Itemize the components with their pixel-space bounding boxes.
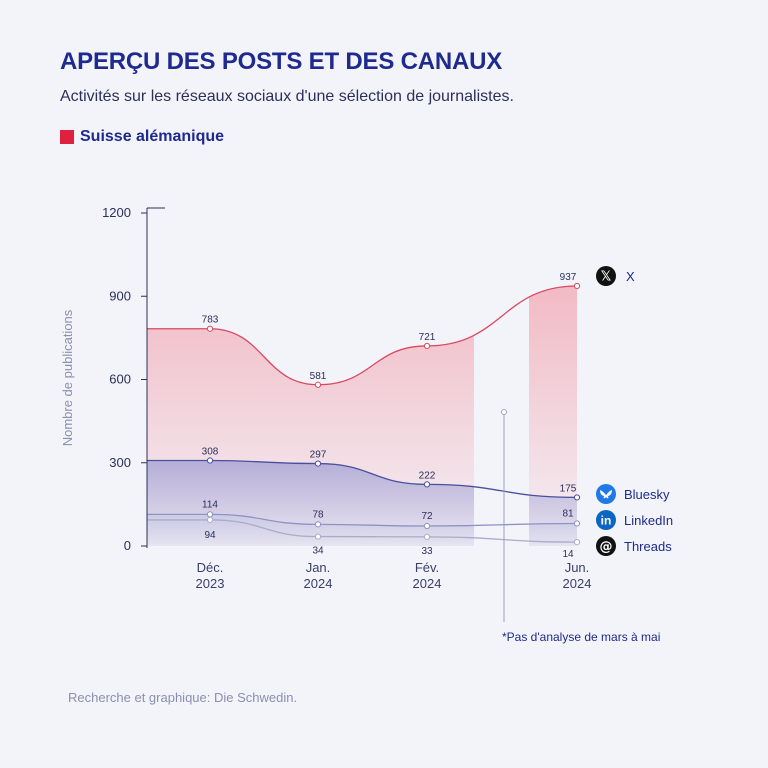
- data-label-linkedin: 78: [312, 509, 324, 520]
- linkedin-icon-glyph: in: [601, 514, 612, 528]
- data-label-threads: 14: [562, 549, 574, 560]
- series-name-linkedin: LinkedIn: [624, 513, 673, 528]
- y-tick-label: 900: [109, 288, 131, 303]
- series-legend-bluesky: Bluesky: [596, 484, 670, 504]
- data-point-x: [206, 325, 214, 332]
- data-label-linkedin: 81: [562, 509, 574, 520]
- linkedin-icon: [596, 510, 616, 530]
- line-threads: [147, 519, 578, 543]
- data-point-bluesky: [206, 457, 214, 464]
- threads-icon-glyph: @: [600, 540, 613, 555]
- data-point-linkedin: [206, 511, 214, 518]
- data-point-bluesky: [573, 494, 581, 501]
- data-point-linkedin: [573, 520, 581, 527]
- series-legend-linkedin: in LinkedIn: [596, 510, 673, 530]
- line-bluesky: [147, 459, 578, 499]
- x-icon: [596, 266, 616, 286]
- x-tick-label: Fév.: [415, 560, 439, 575]
- series-legend-threads: @ Threads: [596, 536, 672, 556]
- y-tick-label: 600: [109, 372, 131, 387]
- data-point-threads: [423, 533, 431, 540]
- y-tick-label: 1200: [102, 205, 131, 220]
- data-label-threads: 34: [312, 546, 324, 557]
- data-label-threads: 33: [421, 546, 433, 557]
- x-tick-label: 2023: [196, 576, 225, 591]
- bluesky-icon-butterfly: [600, 490, 612, 499]
- data-label-bluesky: 175: [560, 483, 577, 494]
- data-point-linkedin: [314, 521, 322, 528]
- data-label-bluesky: 297: [310, 450, 327, 461]
- gap-note: *Pas d'analyse de mars à mai: [502, 630, 660, 644]
- data-label-linkedin: 114: [202, 499, 218, 510]
- y-tick-label: 300: [109, 455, 131, 470]
- y-tick-label: 0: [124, 538, 131, 553]
- chart-subtitle: Activités sur les réseaux sociaux d'une …: [60, 88, 514, 105]
- data-point-threads: [206, 516, 214, 524]
- x-icon-glyph: 𝕏: [601, 270, 612, 285]
- gap-marker-dot: [501, 409, 507, 415]
- threads-icon: [596, 536, 616, 556]
- data-label-linkedin: 72: [421, 511, 433, 522]
- series-name-bluesky: Bluesky: [624, 487, 670, 502]
- x-tick-label: 2024: [563, 576, 592, 591]
- data-label-x: 581: [310, 371, 327, 382]
- data-label-x: 721: [419, 332, 436, 343]
- legend-label: Suisse alémanique: [80, 128, 225, 145]
- data-point-x: [573, 282, 581, 290]
- bluesky-icon: [596, 484, 616, 504]
- y-axis-label: Nombre de publications: [60, 309, 75, 446]
- data-point-threads: [314, 533, 322, 540]
- x-tick-label: Jun.: [565, 560, 590, 575]
- data-point-bluesky: [314, 460, 322, 467]
- source-note: Recherche et graphique: Die Schwedin.: [68, 690, 298, 705]
- data-point-threads: [573, 539, 581, 546]
- x-tick-label: 2024: [304, 576, 333, 591]
- data-label-bluesky: 308: [202, 447, 219, 458]
- x-tick-label: 2024: [413, 576, 442, 591]
- data-point-linkedin: [423, 522, 431, 530]
- line-linkedin: [147, 513, 578, 527]
- legend: Suisse alémanique: [60, 128, 224, 146]
- data-point-x: [423, 342, 431, 350]
- x-tick-label: Jan.: [306, 560, 331, 575]
- data-label-x: 937: [560, 272, 577, 283]
- data-label-bluesky: 222: [419, 470, 436, 481]
- x-tick-label: Déc.: [197, 560, 224, 575]
- data-label-threads: 94: [204, 530, 216, 541]
- series-name-threads: Threads: [624, 539, 672, 554]
- series-name-x: X: [626, 269, 635, 284]
- data-label-x: 783: [202, 315, 219, 326]
- data-point-bluesky: [423, 481, 431, 488]
- data-point-x: [314, 381, 322, 388]
- legend-swatch: [60, 130, 74, 144]
- chart-title: APERÇU DES POSTS ET DES CANAUX: [60, 48, 503, 75]
